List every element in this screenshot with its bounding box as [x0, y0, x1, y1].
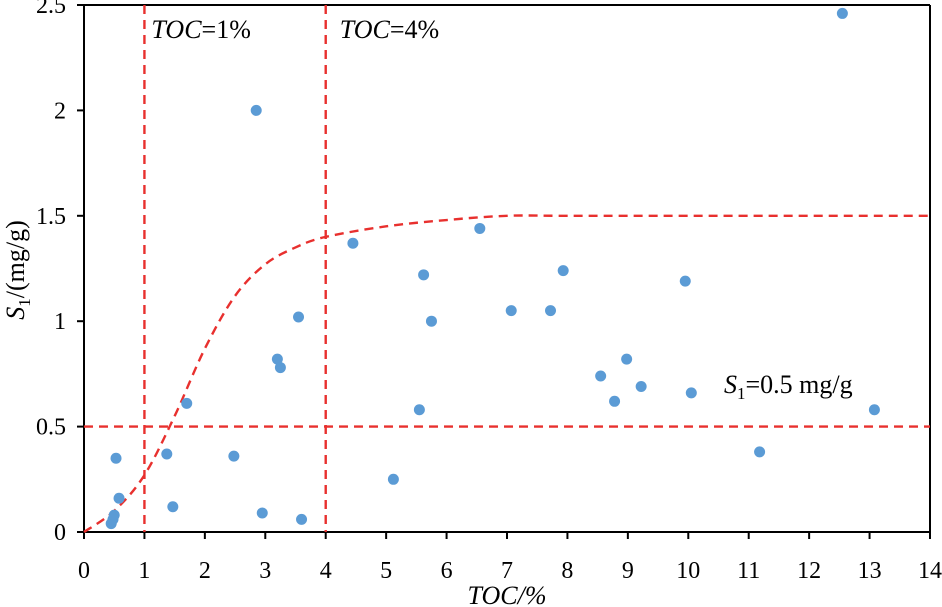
x-tick-label: 13 [858, 558, 882, 584]
reference-label: S1=0.5 mg/g [724, 370, 853, 403]
annotations: TOC=1% TOC=4% S1=0.5 mg/g [151, 15, 852, 403]
y-tick-label: 1.5 [36, 204, 66, 230]
data-point [181, 397, 193, 409]
plot-area [83, 4, 931, 533]
data-point [256, 507, 268, 519]
y-tick-label: 2 [54, 98, 66, 124]
data-point [413, 404, 425, 416]
data-point [685, 387, 697, 399]
data-point [425, 315, 437, 327]
data-point [113, 492, 125, 504]
data-point [296, 513, 308, 525]
x-axis-title: TOC/% [468, 581, 547, 607]
data-point [679, 275, 691, 287]
x-tick-label: 6 [441, 558, 453, 584]
x-tick-label: 12 [797, 558, 821, 584]
x-tick-label: 11 [737, 558, 760, 584]
data-point [347, 237, 359, 249]
x-tick-label: 4 [320, 558, 332, 584]
x-tick-label: 2 [199, 558, 211, 584]
data-point [110, 452, 122, 464]
data-point [293, 311, 305, 323]
y-tick-label: 2.5 [36, 0, 66, 19]
x-tick-label: 0 [78, 558, 90, 584]
y-tick-label: 0.5 [36, 415, 66, 441]
data-point [167, 501, 179, 513]
data-point [836, 7, 848, 19]
reference-lines [84, 5, 930, 532]
data-point [621, 353, 633, 365]
y-tick-label: 1 [54, 309, 66, 335]
reference-label: TOC=1% [151, 15, 250, 44]
data-point [868, 404, 880, 416]
data-point [505, 305, 517, 317]
x-tick-label: 7 [501, 558, 513, 584]
data-point [595, 370, 607, 382]
y-tick-label: 0 [54, 520, 66, 546]
data-points [105, 7, 880, 530]
x-tick-label: 14 [918, 558, 942, 584]
data-point [545, 305, 557, 317]
data-point [161, 448, 173, 460]
x-tick-label: 3 [259, 558, 271, 584]
data-point [387, 473, 399, 485]
data-point [418, 269, 430, 281]
data-point [108, 509, 120, 521]
data-point [557, 265, 569, 277]
trend-curve [83, 214, 930, 533]
x-tick-label: 8 [561, 558, 573, 584]
x-tick-label: 10 [676, 558, 700, 584]
data-point [271, 353, 283, 365]
x-tick-label: 1 [138, 558, 150, 584]
data-point [274, 362, 286, 374]
data-point [635, 381, 647, 393]
data-point [474, 222, 486, 234]
y-axis-title: S1/(mg/g) [1, 220, 34, 320]
data-point [228, 450, 240, 462]
x-tick-label: 9 [622, 558, 634, 584]
data-point [609, 395, 621, 407]
data-point [754, 446, 766, 458]
data-point [250, 104, 262, 116]
reference-label: TOC=4% [340, 15, 439, 44]
x-tick-label: 5 [380, 558, 392, 584]
